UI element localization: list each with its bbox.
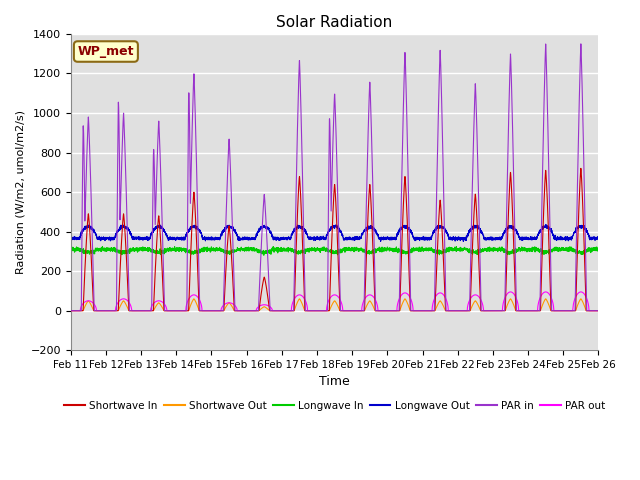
X-axis label: Time: Time bbox=[319, 375, 350, 388]
Y-axis label: Radiation (W/m2, umol/m2/s): Radiation (W/m2, umol/m2/s) bbox=[15, 110, 25, 274]
Legend: Shortwave In, Shortwave Out, Longwave In, Longwave Out, PAR in, PAR out: Shortwave In, Shortwave Out, Longwave In… bbox=[60, 396, 609, 415]
Title: Solar Radiation: Solar Radiation bbox=[276, 15, 393, 30]
Text: WP_met: WP_met bbox=[77, 45, 134, 58]
